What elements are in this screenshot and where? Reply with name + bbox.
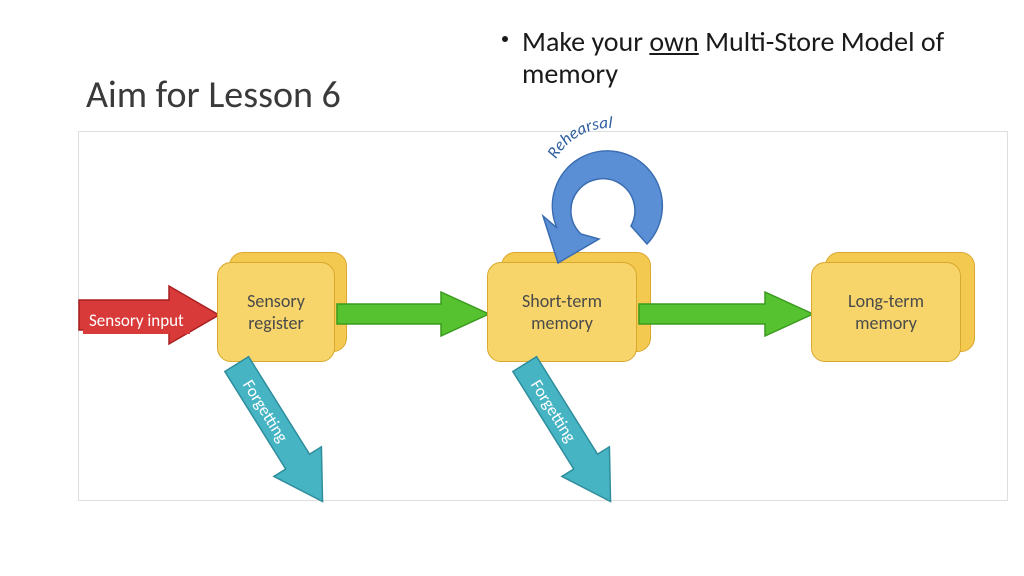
bullet-text: Make your own Multi-Store Model of memor… <box>522 26 1002 90</box>
ltm-line1: Long-term <box>848 290 924 312</box>
forgetting-arrow-2: Forgetting <box>517 360 687 520</box>
bullet-dot <box>502 36 508 42</box>
stm-line2: memory <box>531 312 593 334</box>
svg-text:Rehearsal: Rehearsal <box>542 112 612 162</box>
stm-box: Short-term memory <box>487 262 637 362</box>
bullet-underlined: own <box>649 24 698 59</box>
rehearsal-label: Rehearsal <box>509 126 699 271</box>
slide-title: Aim for Lesson 6 <box>86 72 341 118</box>
bullet-pre: Make your <box>522 24 649 59</box>
stm-line1: Short-term <box>522 290 602 312</box>
sensory-register-line1: Sensory <box>247 290 305 312</box>
arrow-sensory-to-stm <box>337 290 489 338</box>
sensory-register-line2: register <box>248 312 304 334</box>
sensory-input-label: Sensory input <box>83 307 190 334</box>
diagram-frame: Sensory input Sensory register Short-ter… <box>78 131 1008 501</box>
ltm-line2: memory <box>855 312 917 334</box>
ltm-box: Long-term memory <box>811 262 961 362</box>
arrow-stm-to-ltm <box>639 290 813 338</box>
sensory-register-box: Sensory register <box>217 262 335 362</box>
forgetting-arrow-1: Forgetting <box>229 360 399 520</box>
